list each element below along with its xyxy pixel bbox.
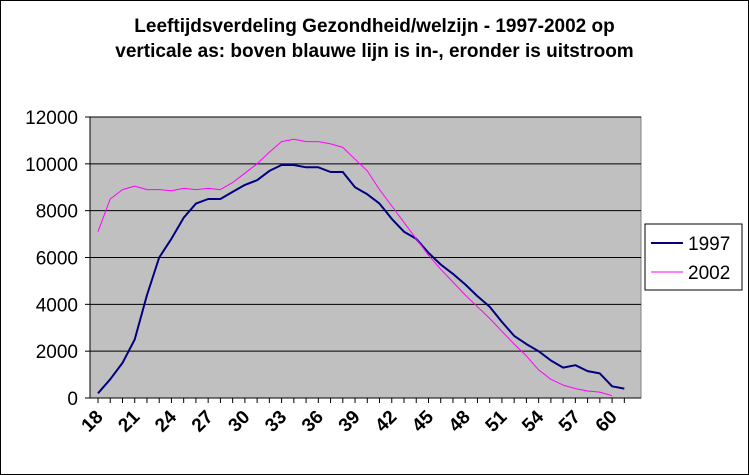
y-axis: 0 2000 4000 6000 8000 10000 12000	[25, 108, 641, 410]
x-tick-label: 54	[518, 406, 548, 436]
x-tick-label: 36	[298, 407, 328, 437]
x-tick-label: 33	[261, 407, 291, 437]
chart-title-line2: verticale as: boven blauwe lijn is in-, …	[115, 41, 634, 62]
x-tick-label: 39	[335, 407, 365, 437]
y-tick-label: 0	[67, 389, 78, 410]
gridlines	[90, 116, 641, 352]
chart-title: Leeftijdsverdeling Gezondheid/welzijn - …	[0, 14, 749, 64]
x-tick-label: 18	[78, 407, 108, 437]
y-tick-label: 12000	[25, 108, 78, 129]
y-tick-label: 8000	[36, 202, 78, 223]
legend: 1997 2002	[644, 223, 743, 291]
y-tick-label: 4000	[36, 295, 78, 316]
x-tick-label: 45	[408, 406, 438, 436]
x-tick-label: 48	[445, 407, 475, 437]
legend-box	[644, 223, 743, 291]
series-lines	[97, 138, 625, 397]
x-tick-label: 51	[482, 406, 512, 436]
x-tick-label: 30	[225, 407, 255, 437]
chart-title-line1: Leeftijdsverdeling Gezondheid/welzijn - …	[134, 16, 615, 37]
legend-label-1997: 1997	[688, 234, 730, 255]
y-tick-label: 10000	[25, 155, 78, 176]
x-tick-label: 27	[188, 407, 218, 437]
x-tick-label: 42	[371, 407, 401, 437]
x-axis: 18 21 24 27 30 33 36 39 42 45 48 51 54 57 60	[78, 398, 625, 436]
x-tick-label: 57	[555, 407, 585, 437]
y-tick-label: 2000	[36, 342, 78, 363]
x-tick-label: 60	[592, 407, 622, 437]
y-tick-label: 6000	[36, 249, 78, 270]
x-tick-label: 24	[151, 406, 181, 436]
legend-label-2002: 2002	[688, 263, 730, 284]
x-tick-label: 21	[114, 406, 144, 436]
series-line-1997	[97, 164, 625, 394]
series-line-2002	[97, 138, 613, 397]
